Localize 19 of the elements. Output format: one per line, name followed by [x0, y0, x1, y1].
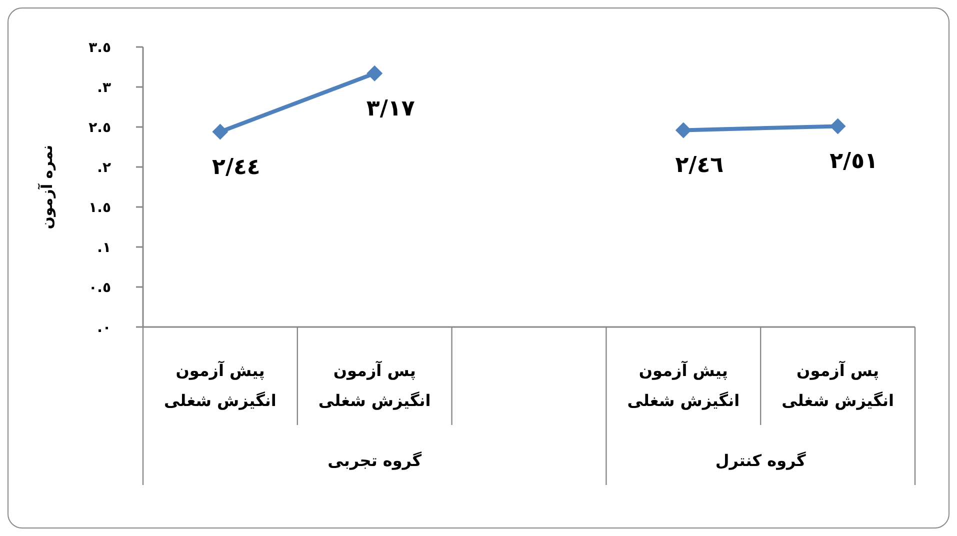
data-label: ٣/١٧ — [366, 96, 416, 122]
data-label: ٢/٤٦ — [675, 153, 724, 178]
y-tick-label: ٣.٥ — [88, 40, 111, 56]
x-tick-label: پیش آزمون انگیزش شغلی — [164, 360, 276, 410]
x-tick-label: پیش آزمون انگیزش شغلی — [627, 360, 740, 410]
y-axis-title: نمره آزمون — [37, 144, 56, 230]
y-tick-label: ٣. — [97, 80, 112, 96]
y-tick-label: ٠.٥ — [88, 280, 111, 296]
y-tick-label: ٢.٥ — [88, 120, 111, 136]
x-tick-label: پس آزمون انگیزش شغلی — [782, 360, 894, 410]
y-tick-label: ١.٥ — [88, 200, 111, 216]
text: گروه تجربی — [328, 451, 422, 470]
x-tick-label: پس آزمون انگیزش شغلی — [318, 360, 431, 410]
text: گروه کنترل — [715, 451, 807, 470]
data-label: ٢/٤٤ — [212, 154, 260, 180]
y-tick-label: ٢. — [97, 160, 112, 176]
y-tick-label: ٠. — [97, 320, 111, 336]
data-label: ٢/٥١ — [830, 149, 878, 174]
y-tick-label: ١. — [97, 240, 111, 256]
